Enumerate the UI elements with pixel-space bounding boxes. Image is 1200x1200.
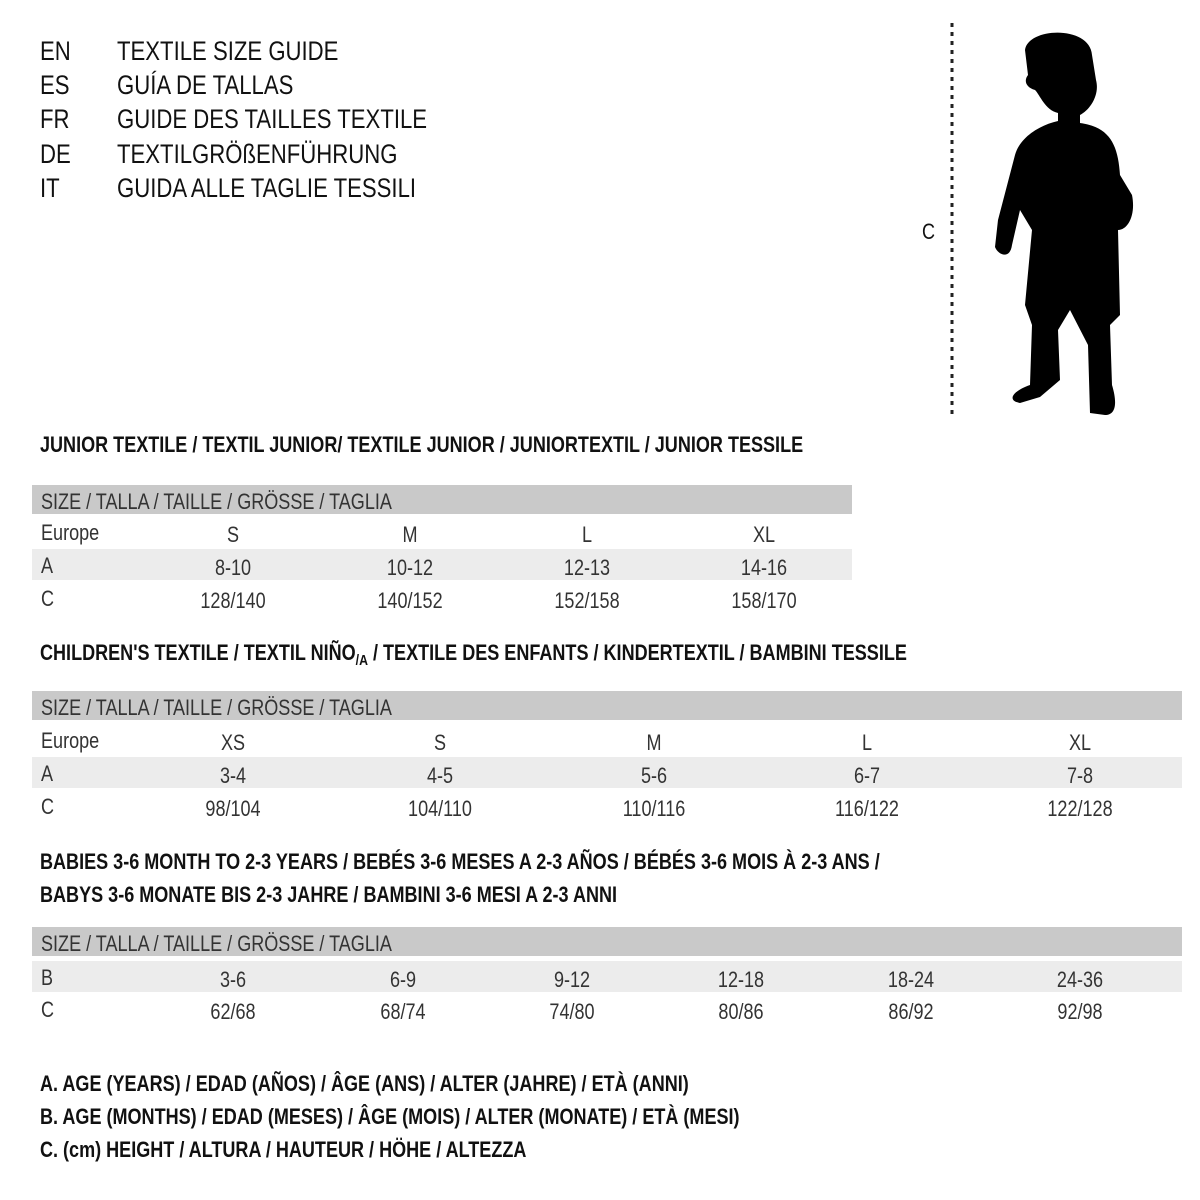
size-header-label: SIZE / TALLA / TAILLE / GRÖSSE / TAGLIA	[41, 695, 392, 720]
table-cell: 80/86	[718, 999, 764, 1024]
table-row: Europe S M L XL	[32, 516, 852, 547]
row-label: Europe	[41, 728, 100, 753]
row-label: C	[41, 586, 55, 611]
table-cell: XL	[1068, 730, 1092, 755]
language-code: IT	[40, 173, 60, 203]
row-label: B	[41, 965, 54, 990]
title-text: TEXTILGRÖßENFÜHRUNG	[117, 139, 398, 169]
table-cell: 104/110	[408, 796, 472, 821]
table-cell: 158/170	[731, 588, 797, 613]
language-code: DE	[40, 139, 71, 169]
babies-heading-line2: BABYS 3-6 MONATE BIS 2-3 JAHRE / BAMBINI…	[40, 882, 618, 907]
row-label: A	[41, 553, 54, 578]
children-heading-sub: /A	[355, 652, 368, 669]
table-cell: 74/80	[549, 999, 595, 1024]
language-code: FR	[40, 104, 70, 134]
table-cell: 92/98	[1057, 999, 1103, 1024]
child-silhouette-icon	[950, 23, 1134, 416]
size-header-row: SIZE / TALLA / TAILLE / GRÖSSE / TAGLIA	[32, 927, 1182, 956]
table-cell: 7-8	[1066, 763, 1094, 788]
table-cell: 128/140	[200, 588, 266, 613]
table-cell: 5-6	[640, 763, 668, 788]
children-heading-main: CHILDREN'S TEXTILE / TEXTIL NIÑO	[40, 640, 356, 665]
table-cell: 3-4	[219, 763, 247, 788]
table-cell: 86/92	[888, 999, 934, 1024]
child-figure: C	[922, 15, 1140, 420]
table-cell: 68/74	[380, 999, 426, 1024]
row-label: A	[41, 761, 54, 786]
table-row: A 3-4 4-5 5-6 6-7 7-8	[32, 757, 1182, 788]
row-label: C	[41, 794, 55, 819]
table-cell: XS	[220, 730, 246, 755]
table-cell: 110/116	[622, 796, 686, 821]
height-measure-label: C	[922, 219, 936, 244]
children-heading: CHILDREN'S TEXTILE / TEXTIL NIÑO/A / TEX…	[40, 640, 907, 669]
table-cell: L	[581, 522, 593, 547]
table-cell: 122/128	[1047, 796, 1113, 821]
table-row: B 3-6 6-9 9-12 12-18 18-24 24-36	[32, 961, 1182, 992]
table-cell: XL	[752, 522, 776, 547]
table-row: C 98/104 104/110 110/116 116/122 122/128	[32, 790, 1182, 821]
table-cell: 152/158	[554, 588, 620, 613]
table-row: C 62/68 68/74 74/80 80/86 86/92 92/98	[32, 993, 1182, 1024]
language-code: EN	[40, 36, 71, 66]
title-text: GUIDA ALLE TAGLIE TESSILI	[117, 173, 417, 203]
table-cell: 10-12	[386, 555, 434, 580]
table-cell: 18-24	[887, 967, 935, 992]
size-header-row: SIZE / TALLA / TAILLE / GRÖSSE / TAGLIA	[32, 485, 852, 514]
table-cell: 12-13	[563, 555, 611, 580]
babies-heading-line1: BABIES 3-6 MONTH TO 2-3 YEARS / BEBÉS 3-…	[40, 849, 880, 874]
size-header-row: SIZE / TALLA / TAILLE / GRÖSSE / TAGLIA	[32, 691, 1182, 720]
table-cell: 98/104	[205, 796, 261, 821]
table-row: C 128/140 140/152 152/158 158/170	[32, 582, 852, 613]
children-heading-rest: / TEXTILE DES ENFANTS / KINDERTEXTIL / B…	[367, 640, 907, 665]
size-header-label: SIZE / TALLA / TAILLE / GRÖSSE / TAGLIA	[41, 931, 392, 956]
title-text: GUÍA DE TALLAS	[117, 70, 294, 100]
table-cell: 14-16	[740, 555, 788, 580]
table-cell: 12-18	[717, 967, 765, 992]
table-cell: 6-7	[853, 763, 881, 788]
table-row: A 8-10 10-12 12-13 14-16	[32, 549, 852, 580]
table-cell: 6-9	[389, 967, 417, 992]
legend-line: C. (cm) HEIGHT / ALTURA / HAUTEUR / HÖHE…	[40, 1137, 527, 1162]
legend-line: B. AGE (MONTHS) / EDAD (MESES) / ÂGE (MO…	[40, 1104, 740, 1129]
junior-heading: JUNIOR TEXTILE / TEXTIL JUNIOR/ TEXTILE …	[40, 432, 804, 457]
row-label: C	[41, 997, 55, 1022]
table-cell: M	[646, 730, 662, 755]
legend-line: A. AGE (YEARS) / EDAD (AÑOS) / ÂGE (ANS)…	[40, 1071, 689, 1096]
table-cell: 8-10	[214, 555, 252, 580]
title-text: TEXTILE SIZE GUIDE	[117, 36, 339, 66]
table-cell: 3-6	[219, 967, 247, 992]
table-cell: 62/68	[210, 999, 256, 1024]
table-cell: S	[433, 730, 447, 755]
table-cell: L	[861, 730, 873, 755]
title-text: GUIDE DES TAILLES TEXTILE	[117, 104, 428, 134]
table-cell: S	[226, 522, 240, 547]
row-label: Europe	[41, 520, 100, 545]
table-cell: 140/152	[377, 588, 443, 613]
table-cell: 4-5	[426, 763, 454, 788]
table-cell: 116/122	[835, 796, 899, 821]
table-cell: M	[402, 522, 418, 547]
table-row: Europe XS S M L XL	[32, 724, 1182, 755]
language-code: ES	[40, 70, 70, 100]
size-header-label: SIZE / TALLA / TAILLE / GRÖSSE / TAGLIA	[41, 489, 392, 514]
table-cell: 9-12	[553, 967, 591, 992]
table-cell: 24-36	[1056, 967, 1104, 992]
